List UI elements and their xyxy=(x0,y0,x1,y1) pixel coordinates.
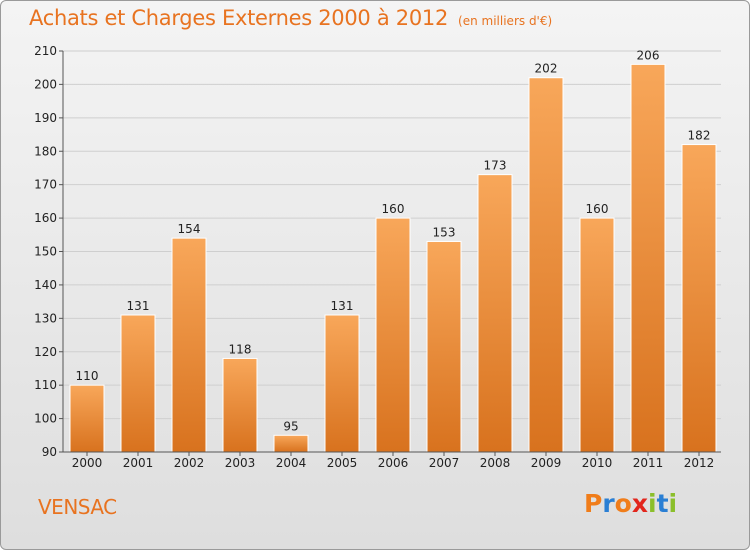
y-tick-label: 100 xyxy=(34,412,57,426)
logo-letter: i xyxy=(668,489,678,518)
x-tick-label-2000: 2000 xyxy=(72,456,103,470)
value-label-2007: 153 xyxy=(433,225,456,239)
value-label-2004: 95 xyxy=(283,419,298,433)
value-label-2009: 202 xyxy=(535,62,558,76)
bar-2000 xyxy=(69,384,105,453)
y-tick-label: 140 xyxy=(34,278,57,292)
value-label-2012: 182 xyxy=(688,129,711,143)
chart-subtitle: (en milliers d'€) xyxy=(458,14,553,28)
bars xyxy=(69,63,717,453)
logo-letter: i xyxy=(648,489,657,518)
bar-2002 xyxy=(171,237,207,453)
logo-letter: t xyxy=(656,489,669,518)
bar-2007 xyxy=(426,240,462,453)
value-label-2008: 173 xyxy=(484,159,507,173)
x-tick-label-2001: 2001 xyxy=(123,456,154,470)
y-tick-label: 160 xyxy=(34,211,57,225)
x-tick-label-2012: 2012 xyxy=(684,456,715,470)
x-tick-label-2009: 2009 xyxy=(531,456,562,470)
value-label-2003: 118 xyxy=(229,342,252,356)
chart-title: Achats et Charges Externes 2000 à 2012 (e… xyxy=(29,6,552,30)
x-tick-label-2002: 2002 xyxy=(174,456,205,470)
value-label-2005: 131 xyxy=(331,299,354,313)
y-tick-label: 180 xyxy=(34,144,57,158)
commune-name: VENSAC xyxy=(38,495,117,519)
x-tick-label-2008: 2008 xyxy=(480,456,511,470)
chart-title-text: Achats et Charges Externes 2000 à 2012 xyxy=(29,6,449,30)
value-label-2001: 131 xyxy=(127,299,150,313)
value-label-2011: 206 xyxy=(637,48,660,62)
bar-2004 xyxy=(273,434,309,453)
y-tick-label: 110 xyxy=(34,378,57,392)
bar-2011 xyxy=(630,63,666,453)
value-label-2006: 160 xyxy=(382,202,405,216)
x-tick-label-2003: 2003 xyxy=(225,456,256,470)
bar-2008 xyxy=(477,174,513,453)
y-tick-label: 170 xyxy=(34,178,57,192)
logo-letter: o xyxy=(614,489,632,518)
x-tick-label-2011: 2011 xyxy=(633,456,664,470)
value-label-2000: 110 xyxy=(76,369,99,383)
x-tick-label-2004: 2004 xyxy=(276,456,307,470)
y-tick-label: 210 xyxy=(34,44,57,58)
y-tick-label: 90 xyxy=(42,445,57,459)
bar-2003 xyxy=(222,357,258,453)
logo-letter: x xyxy=(631,489,648,518)
y-tick-label: 190 xyxy=(34,111,57,125)
x-tick-label-2005: 2005 xyxy=(327,456,358,470)
bar-2012 xyxy=(681,144,717,453)
bar-2009 xyxy=(528,77,564,453)
value-label-2010: 160 xyxy=(586,202,609,216)
y-tick-label: 200 xyxy=(34,77,57,91)
logo-letter: P xyxy=(584,489,603,518)
bar-2001 xyxy=(120,314,156,453)
bar-2010 xyxy=(579,217,615,453)
axes xyxy=(59,50,721,456)
x-tick-label-2010: 2010 xyxy=(582,456,613,470)
logo-letter: r xyxy=(602,489,615,518)
labels: 90 100 110 120 130 140 150 160 170 180 190 200 210 11… xyxy=(34,44,714,470)
y-tick-label: 130 xyxy=(34,311,57,325)
proxiti-logo: Proxiti xyxy=(584,489,677,518)
x-tick-label-2007: 2007 xyxy=(429,456,460,470)
x-tick-label-2006: 2006 xyxy=(378,456,409,470)
y-tick-label: 120 xyxy=(34,345,57,359)
y-tick-label: 150 xyxy=(34,245,57,259)
bar-2005 xyxy=(324,314,360,453)
bar-2006 xyxy=(375,217,411,453)
value-label-2002: 154 xyxy=(178,222,201,236)
